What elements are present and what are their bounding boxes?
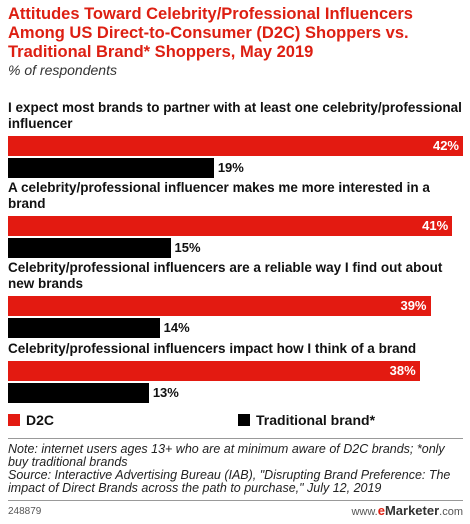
category-label-4: Celebrity/professional influencers impac… <box>8 341 417 356</box>
data-label-d2c-4: 38% <box>389 363 416 378</box>
data-label-traditional-4: 13% <box>152 385 179 400</box>
source-text: Source: Interactive Advertising Bureau (… <box>8 468 451 495</box>
legend-swatch-traditional <box>238 414 250 426</box>
bar-traditional-3 <box>8 318 160 338</box>
category-label-1: I expect most brands to partner with at … <box>8 100 462 131</box>
category-label-3: Celebrity/professional influencers are a… <box>8 260 443 291</box>
chart-subtitle: % of respondents <box>8 62 117 78</box>
legend-item-d2c: D2C <box>8 412 54 428</box>
legend-label-traditional: Traditional brand* <box>256 412 376 428</box>
bar-d2c-1 <box>8 136 463 156</box>
note-text: Note: internet users ages 13+ who are at… <box>8 442 445 469</box>
bar-d2c-4 <box>8 361 420 381</box>
data-label-traditional-3: 14% <box>163 320 190 335</box>
bar-d2c-2 <box>8 216 453 236</box>
chart-title: Attitudes Toward Celebrity/Professional … <box>8 5 413 61</box>
legend-label-d2c: D2C <box>26 412 55 428</box>
bar-d2c-3 <box>8 296 431 316</box>
footer-divider <box>8 500 463 501</box>
data-label-d2c-2: 41% <box>422 218 449 233</box>
chart-id: 248879 <box>8 506 42 517</box>
data-label-d2c-3: 39% <box>400 298 427 313</box>
category-label-2: A celebrity/professional influencer make… <box>8 180 430 211</box>
bar-traditional-1 <box>8 158 214 178</box>
notes-divider <box>8 438 463 439</box>
data-label-traditional-1: 19% <box>217 160 244 175</box>
data-label-traditional-2: 15% <box>174 240 201 255</box>
bar-traditional-4 <box>8 383 149 403</box>
data-label-d2c-1: 42% <box>432 138 459 153</box>
legend-item-traditional: Traditional brand* <box>238 412 375 428</box>
emarketer-logo: www.eMarketer.com <box>351 503 463 518</box>
legend-swatch-d2c <box>8 414 20 426</box>
bar-traditional-2 <box>8 238 171 258</box>
notes-block: Note: internet users ages 13+ who are at… <box>8 443 466 495</box>
